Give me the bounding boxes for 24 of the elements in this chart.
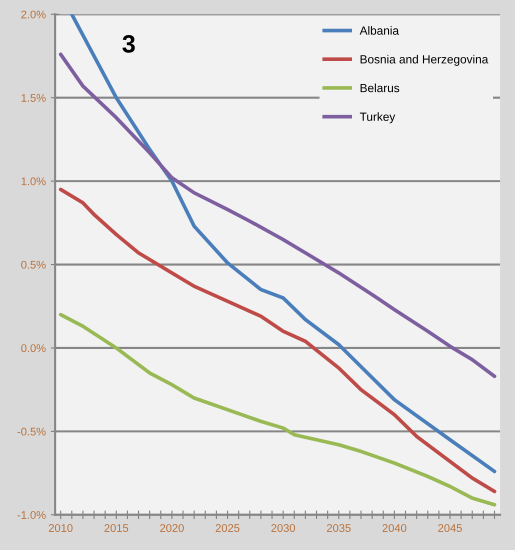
- y-tick-label: 1.5%: [22, 94, 46, 102]
- legend-label: Bosnia and Herzegovina: [360, 54, 488, 66]
- legend-label: Albania: [360, 26, 400, 35]
- x-tick-label: 2045: [438, 524, 462, 532]
- x-tick-label: 2020: [160, 524, 184, 532]
- x-tick-label: 2030: [271, 524, 296, 532]
- y-tick-label: -0.5%: [18, 428, 46, 436]
- line-series: [70, 14, 496, 474]
- y-tick-label: 0.5%: [21, 260, 46, 269]
- legend-label: Belarus: [360, 84, 400, 92]
- y-tick-label: -1.0%: [18, 511, 46, 519]
- x-tick-label: 2015: [104, 524, 128, 532]
- x-tick-label: 2010: [48, 524, 73, 532]
- y-tick-label: 2.0%: [21, 10, 46, 18]
- line-series: [58, 52, 496, 378]
- y-tick-label: 1.0%: [22, 177, 46, 186]
- y-tick-label: 0.0%: [21, 344, 46, 352]
- line-series: [58, 312, 496, 507]
- line-series: [58, 188, 496, 494]
- x-tick-label: 2025: [216, 524, 240, 532]
- x-tick-label: 2035: [326, 524, 351, 532]
- annotation: 3: [122, 34, 135, 53]
- x-tick-label: 2040: [382, 524, 406, 532]
- legend-label: Turkey: [360, 112, 396, 124]
